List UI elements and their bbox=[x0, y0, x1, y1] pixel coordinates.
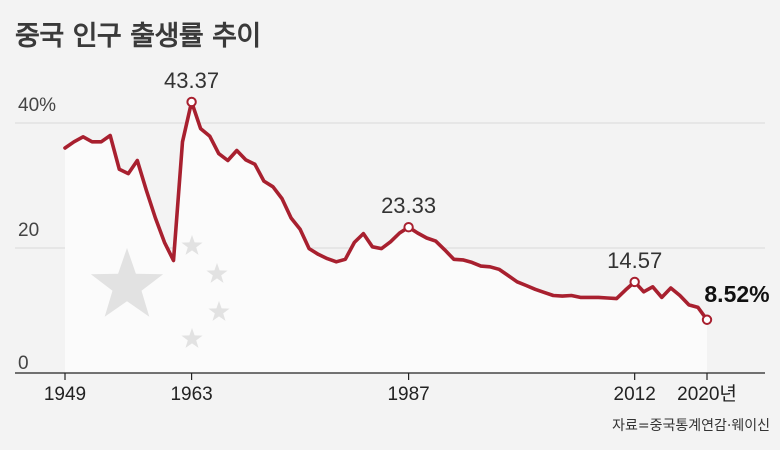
y-tick-label: 0 bbox=[18, 353, 29, 374]
flag-small-star bbox=[181, 328, 203, 348]
y-tick-labels: 0 20 40% bbox=[18, 95, 56, 374]
x-tick-label: 1949 bbox=[44, 384, 86, 405]
data-point-marker bbox=[403, 221, 414, 233]
data-point-marker bbox=[629, 276, 640, 288]
data-label: 14.57 bbox=[607, 248, 662, 273]
series-line-layer bbox=[63, 100, 709, 322]
x-tick-label: 1987 bbox=[387, 384, 429, 405]
flag-small-star bbox=[181, 235, 203, 255]
y-tick-label: 20 bbox=[18, 220, 39, 241]
area-path bbox=[65, 101, 707, 374]
data-label: 23.33 bbox=[381, 193, 436, 218]
x-tick-label: 1963 bbox=[170, 384, 212, 405]
flag-small-star bbox=[208, 301, 230, 321]
x-tick-labels: 1949 1963 1987 2012 2020년 bbox=[44, 383, 737, 405]
chart-title: 중국 인구 출생률 추이 bbox=[15, 21, 261, 52]
markers bbox=[186, 96, 713, 325]
data-point-marker bbox=[186, 96, 197, 108]
y-tick-label: 40% bbox=[18, 95, 56, 116]
source-note: 자료=중국통계연감·웨이신 bbox=[612, 418, 770, 434]
data-point-marker bbox=[701, 314, 713, 325]
area-fill bbox=[65, 101, 707, 374]
data-labels: 43.37 23.33 14.57 8.52% bbox=[164, 68, 770, 307]
series-line bbox=[63, 100, 709, 322]
x-tick-label: 2020년 bbox=[677, 383, 737, 405]
x-tick-label: 2012 bbox=[614, 384, 656, 405]
data-label: 43.37 bbox=[164, 68, 219, 93]
flag-large-star bbox=[90, 248, 164, 317]
flag-watermark bbox=[90, 235, 230, 348]
flag-small-star bbox=[206, 263, 228, 283]
x-axis bbox=[15, 372, 765, 380]
data-label: 8.52% bbox=[704, 281, 769, 307]
